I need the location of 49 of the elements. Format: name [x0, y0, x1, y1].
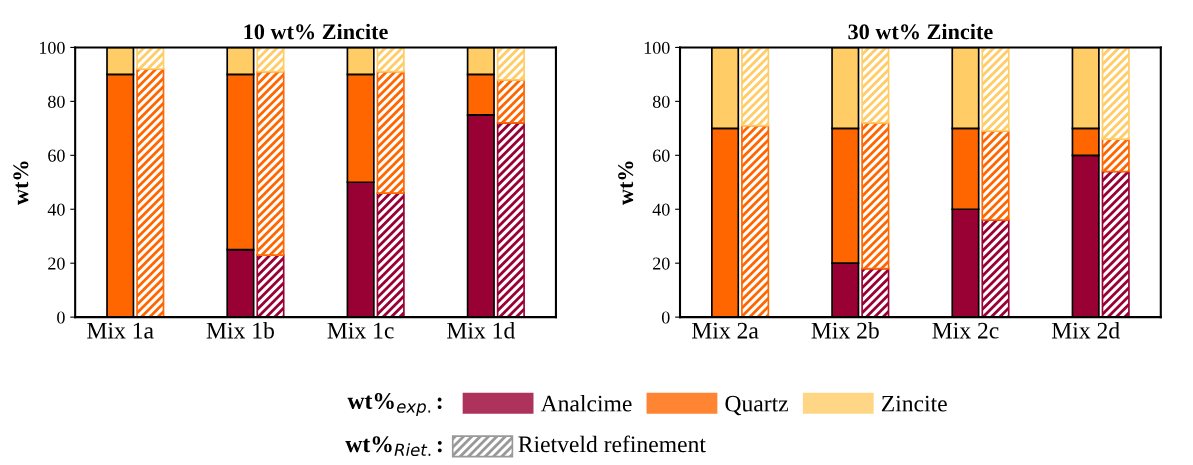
y-tick-label: 80: [48, 95, 65, 108]
y-tick-label: 40: [652, 203, 670, 216]
y-tick-label: 40: [47, 203, 65, 216]
y-tick-label: 100: [644, 41, 670, 54]
bar: [136, 68, 165, 318]
x-tick-label: Mix 1c: [327, 322, 394, 339]
y-tick-label: 80: [652, 95, 670, 108]
bar: [861, 122, 890, 270]
y-tick-label: 20: [48, 257, 65, 270]
x-tick-label: Mix 2b: [811, 321, 879, 339]
x-tick-label: Mix 1d: [447, 321, 515, 339]
bar: [496, 122, 525, 318]
y-tick-label: 100: [39, 41, 65, 54]
y-tick-label: 20: [653, 257, 670, 270]
x-tick-label: Mix 2a: [691, 322, 759, 339]
chart-title: 10 wt% Zincite: [244, 23, 388, 40]
x-tick-label: Mix 1b: [206, 321, 274, 339]
y-tick-label: 60: [48, 149, 65, 162]
y-tick-label: 60: [653, 149, 670, 162]
bar: [861, 267, 890, 318]
legend-label: Zincite: [881, 395, 947, 412]
text: Rietveld refinement: [518, 435, 706, 453]
bar: [256, 47, 285, 73]
bar: [1101, 138, 1130, 173]
text: wt%$_{Riet.}$:: [345, 436, 442, 457]
legend-label: Quartz: [725, 395, 789, 416]
y-tick-label: 0: [57, 311, 65, 324]
bar: [136, 47, 165, 70]
y-tick-label: 0: [661, 311, 670, 324]
chart-title: 30 wt% Zincite: [848, 23, 993, 40]
bar: [1101, 170, 1130, 318]
bar: [376, 70, 405, 194]
bar: [1101, 47, 1130, 140]
legend-label: Analcime: [540, 394, 632, 412]
bar: [376, 47, 405, 73]
text: wt%$_{exp.}$:: [347, 392, 442, 416]
bar: [256, 254, 285, 318]
bar: [496, 47, 525, 81]
bar: [376, 192, 405, 318]
bar: [861, 47, 890, 124]
x-tick-label: Mix 1a: [87, 322, 154, 339]
x-tick-label: Mix 2d: [1051, 321, 1120, 339]
bar: [741, 47, 770, 127]
bar: [496, 78, 525, 124]
bar: [741, 124, 770, 318]
x-tick-label: Mix 2c: [932, 322, 999, 339]
y-axis-title: wt%: [13, 161, 29, 206]
bar: [256, 70, 285, 256]
y-axis-title: wt%: [618, 161, 634, 206]
